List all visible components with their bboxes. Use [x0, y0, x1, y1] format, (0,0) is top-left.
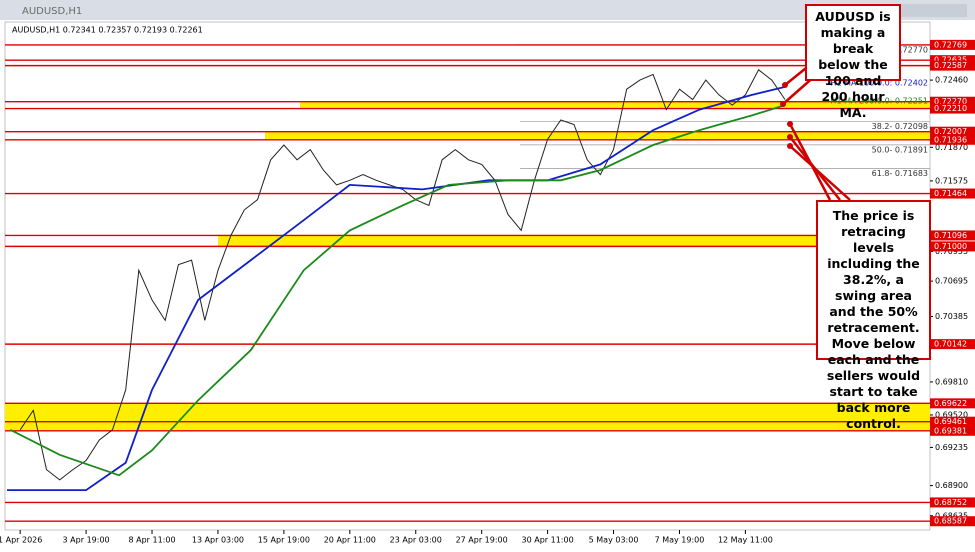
- level-tag: [930, 416, 975, 427]
- x-tick-label: 3 Apr 19:00: [63, 536, 110, 545]
- y-tick-label: 0.68900: [935, 481, 968, 490]
- level-tag: [930, 103, 975, 114]
- x-tick-label: 13 Apr 03:00: [192, 536, 244, 545]
- level-tag: [930, 516, 975, 527]
- arrow-head: [787, 143, 793, 149]
- level-tag: [930, 230, 975, 241]
- level-tag: [930, 96, 975, 107]
- level-label: 0.69461: [934, 417, 967, 426]
- x-tick-label: 20 Apr 11:00: [324, 536, 376, 545]
- annotation: The price is retracing levels including …: [816, 200, 931, 431]
- level-tag: [930, 188, 975, 199]
- level-tag: [930, 339, 975, 350]
- x-tick-label: 30 Apr 11:00: [522, 536, 574, 545]
- level-tag: [930, 398, 975, 409]
- y-tick-label: 0.71870: [935, 143, 968, 152]
- x-tick-label: 8 Apr 11:00: [128, 536, 175, 545]
- x-tick-label: 5 May 03:00: [589, 536, 639, 545]
- ma-label: H1 MA 200:0.0: 0.72251: [830, 97, 928, 106]
- level-tag: [930, 55, 975, 66]
- arrow: [789, 145, 851, 201]
- zone: [218, 235, 930, 247]
- arrow-head: [782, 82, 788, 88]
- x-tick-label: 7 May 19:00: [655, 536, 705, 545]
- level-tag: [930, 60, 975, 71]
- level-label: 0.70142: [934, 340, 967, 349]
- window-title: AUDUSD,H1: [22, 6, 82, 17]
- x-tick-label: 1 Apr 2026: [0, 536, 42, 545]
- level-label: 0.69622: [934, 399, 967, 408]
- y-tick-label: 0.70695: [935, 277, 968, 286]
- price-line: [19, 69, 786, 481]
- level-tag: [930, 126, 975, 137]
- level-label: 0.72635: [934, 56, 967, 65]
- y-tick-label: 0.69810: [935, 377, 968, 386]
- ma-line: [7, 86, 786, 492]
- y-tick-label: 0.70955: [935, 247, 968, 256]
- zone: [300, 101, 930, 109]
- fib-label: 0-0.72770: [887, 45, 928, 54]
- level-label: 0.69381: [934, 426, 967, 435]
- level-label: 0.68587: [934, 517, 967, 526]
- level-label: 0.72210: [934, 104, 967, 113]
- level-label: 0.71000: [934, 242, 967, 251]
- arrow-head: [780, 101, 786, 107]
- level-label: 0.71096: [934, 231, 967, 240]
- x-tick-label: 12 May 11:00: [718, 536, 773, 545]
- zone: [5, 403, 930, 431]
- arrow-head: [787, 121, 793, 127]
- level-tag: [930, 39, 975, 50]
- level-tag: [930, 241, 975, 252]
- level-label: 0.71936: [934, 135, 967, 144]
- level-label: 0.72587: [934, 61, 967, 70]
- level-tag: [930, 134, 975, 145]
- level-label: 0.68752: [934, 498, 967, 507]
- annotation: AUDUSD is making a break below the 100 a…: [805, 4, 901, 120]
- ma-label: H1 MA 100:0.0: 0.72402: [830, 78, 928, 87]
- info-line: AUDUSD,H1 0.72341 0.72357 0.72193 0.7226…: [12, 26, 203, 35]
- level-label: 0.72007: [934, 127, 967, 136]
- ma-line: [9, 104, 786, 477]
- level-tag: [930, 497, 975, 508]
- fib-label: 50.0- 0.71891: [872, 145, 928, 154]
- zone: [265, 131, 930, 140]
- y-tick-label: 0.70385: [935, 312, 968, 321]
- level-label: 0.72769: [934, 40, 967, 49]
- y-tick-label: 0.69520: [935, 410, 968, 419]
- y-tick-label: 0.68635: [935, 511, 968, 520]
- y-tick-label: 0.71575: [935, 176, 968, 185]
- level-label: 0.72270: [934, 97, 967, 106]
- x-tick-label: 23 Apr 03:00: [390, 536, 442, 545]
- y-tick-label: 0.72460: [935, 76, 968, 85]
- fib-label: 38.2- 0.72098: [872, 122, 928, 131]
- window-buttons[interactable]: [885, 4, 967, 17]
- window-bar: [0, 0, 975, 20]
- level-label: 0.71464: [934, 189, 967, 198]
- fib-label: 61.8- 0.71683: [872, 169, 928, 178]
- x-tick-label: 27 Apr 19:00: [456, 536, 508, 545]
- x-tick-label: 15 Apr 19:00: [258, 536, 310, 545]
- arrow-head: [787, 134, 793, 140]
- level-tag: [930, 425, 975, 436]
- y-tick-label: 0.69235: [935, 443, 968, 452]
